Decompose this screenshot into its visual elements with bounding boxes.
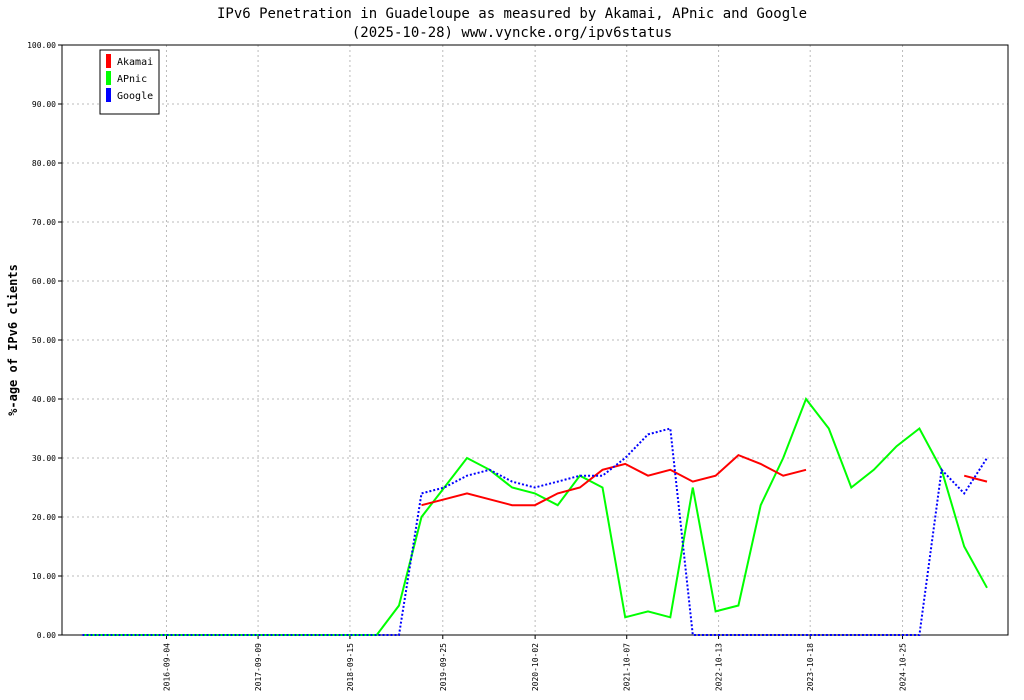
legend-swatch xyxy=(106,54,111,68)
x-tick-label: 2021-10-07 xyxy=(623,643,632,691)
y-tick-label: 90.00 xyxy=(32,100,56,109)
y-tick-label: 20.00 xyxy=(32,513,56,522)
x-tick-label: 2019-09-25 xyxy=(439,643,448,691)
x-tick-label: 2020-10-02 xyxy=(531,643,540,691)
x-tick-label: 2018-09-15 xyxy=(346,643,355,691)
legend-swatch xyxy=(106,71,111,85)
x-tick-label: 2017-09-09 xyxy=(254,643,263,691)
legend: Akamai APnic Google xyxy=(99,49,160,115)
plot-frame xyxy=(61,44,1009,636)
legend-swatch xyxy=(106,88,111,102)
y-tick-label: 10.00 xyxy=(32,572,56,581)
series-line xyxy=(82,396,988,636)
x-tick-label: 2022-10-13 xyxy=(715,643,724,691)
y-tick-label: 70.00 xyxy=(32,218,56,227)
x-tick-label: 2016-09-04 xyxy=(162,643,171,691)
y-tick-label: 60.00 xyxy=(32,277,56,286)
legend-label: APnic xyxy=(117,74,147,85)
y-tick-label: 100.00 xyxy=(27,41,56,50)
x-tick-label: 2024-10-25 xyxy=(899,643,908,691)
y-tick-label: 80.00 xyxy=(32,159,56,168)
chart-subtitle: (2025-10-28) www.vyncke.org/ipv6status xyxy=(352,25,672,41)
y-axis-label: %-age of IPv6 clients xyxy=(6,264,20,416)
y-tick-label: 40.00 xyxy=(32,395,56,404)
y-tick-label: 50.00 xyxy=(32,336,56,345)
y-tick-label: 0.00 xyxy=(37,631,56,640)
x-tick-label: 2023-10-18 xyxy=(806,643,815,691)
chart-title: IPv6 Penetration in Guadeloupe as measur… xyxy=(217,6,807,22)
legend-label: Akamai xyxy=(117,57,153,68)
y-tick-label: 30.00 xyxy=(32,454,56,463)
series-line xyxy=(82,427,988,636)
legend-label: Google xyxy=(117,91,153,102)
